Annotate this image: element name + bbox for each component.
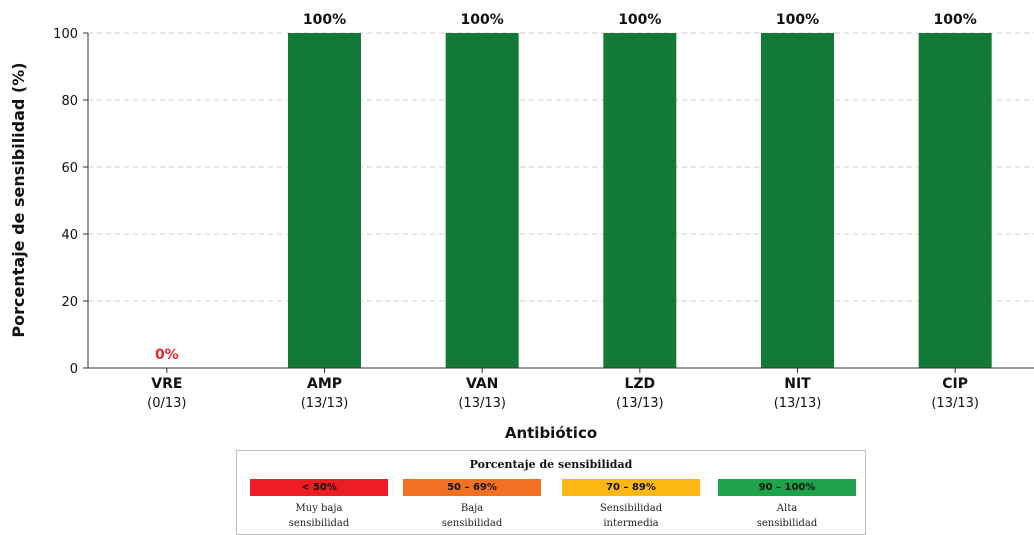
legend-item-very-low: < 50% Muy baja sensibilidad	[250, 479, 388, 531]
legend-description: Baja sensibilidad	[441, 503, 503, 529]
y-tick-label: 100	[53, 27, 78, 42]
y-tick-label: 60	[61, 161, 78, 176]
legend-description: Muy baja sensibilidad	[288, 503, 350, 529]
legend-swatch: 70 – 89%	[562, 479, 700, 496]
labels: 0 20 40 60 80 100 0% VRE (0/13) 100% AMP (13/13) 100…	[53, 12, 979, 411]
x-tick-label: VAN	[466, 376, 498, 392]
grid-lines	[88, 32, 1034, 302]
bar	[603, 33, 677, 368]
legend-swatch: 90 – 100%	[718, 479, 856, 496]
legend-description: Alta sensibilidad	[756, 503, 818, 529]
x-tick-count: (0/13)	[147, 396, 186, 411]
x-tick-count: (13/13)	[931, 396, 979, 411]
legend-swatch: < 50%	[250, 479, 388, 496]
data-label: 0%	[155, 347, 179, 363]
x-axis-label: Antibiótico	[505, 424, 597, 442]
x-tick-count: (13/13)	[301, 396, 349, 411]
y-tick-label: 20	[61, 295, 78, 310]
data-label: 100%	[618, 12, 661, 28]
x-tick-count: (13/13)	[458, 396, 506, 411]
legend-description: Sensibilidad intermedia	[599, 503, 663, 529]
bar-chart: 0 20 40 60 80 100 0% VRE (0/13) 100% AMP (13/13) 100…	[9, 12, 1034, 442]
bar	[918, 33, 992, 368]
y-tick-label: 0	[70, 362, 78, 377]
x-tick-label: VRE	[151, 376, 182, 392]
x-tick-label: CIP	[942, 376, 968, 392]
x-tick-label: NIT	[784, 376, 811, 392]
data-label: 100%	[776, 12, 819, 28]
data-label: 100%	[934, 12, 977, 28]
bar	[761, 33, 834, 368]
legend-item-high: 90 – 100% Alta sensibilidad	[718, 479, 856, 531]
x-tick-count: (13/13)	[774, 396, 822, 411]
data-label: 100%	[303, 12, 346, 28]
legend-title: Porcentaje de sensibilidad	[469, 458, 633, 471]
bar	[288, 33, 361, 368]
bar	[445, 33, 519, 368]
legend-item-intermediate: 70 – 89% Sensibilidad intermedia	[562, 479, 700, 531]
legend-swatch: 50 – 69%	[403, 479, 541, 496]
axes	[83, 32, 1034, 373]
y-tick-label: 40	[61, 228, 78, 243]
legend: Porcentaje de sensibilidad < 50% Muy baj…	[236, 450, 866, 535]
y-tick-label: 80	[61, 94, 78, 109]
y-axis-label: Porcentaje de sensibilidad (%)	[9, 62, 28, 337]
x-tick-count: (13/13)	[616, 396, 664, 411]
x-tick-label: AMP	[307, 376, 342, 392]
x-tick-label: LZD	[624, 376, 655, 392]
legend-item-low: 50 – 69% Baja sensibilidad	[403, 479, 541, 531]
data-label: 100%	[461, 12, 504, 28]
bars	[288, 33, 992, 368]
